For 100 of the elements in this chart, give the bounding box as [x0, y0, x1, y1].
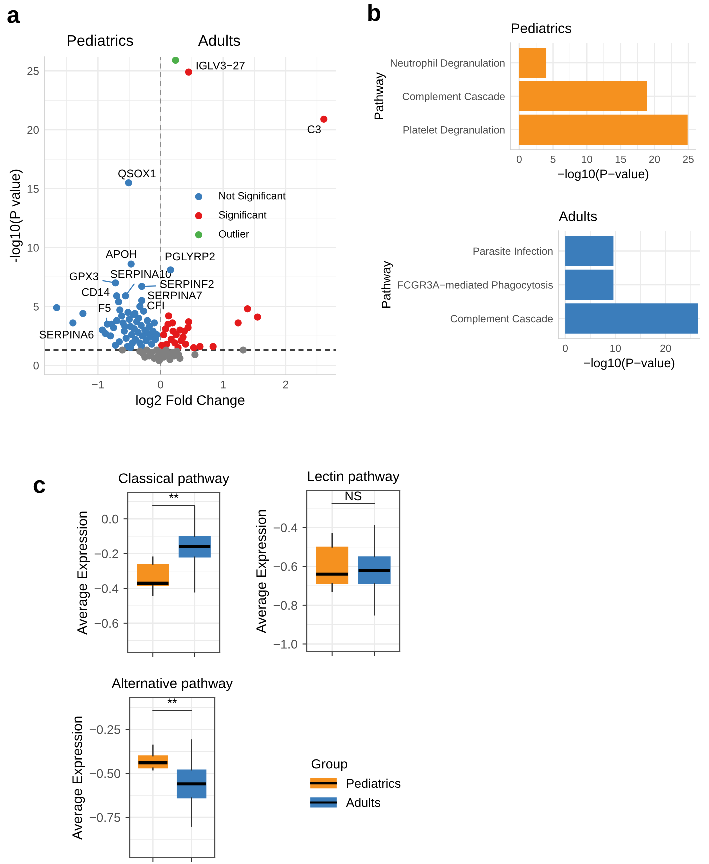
- y-tick-label: −0.4: [274, 524, 298, 533]
- y-tick-label: 25: [28, 67, 39, 76]
- legend-label: Outlier: [219, 230, 250, 238]
- text: b: [368, 4, 380, 22]
- y-tick-label: 0.0: [102, 514, 118, 524]
- text: Pediatrics: [68, 34, 134, 46]
- x-tick-label: 10: [582, 156, 592, 164]
- point: [165, 312, 172, 320]
- bar: [519, 114, 688, 145]
- y-tick-label: −0.75: [90, 813, 120, 822]
- x-axis-title: −log10(P−value): [558, 169, 649, 182]
- y-tick-label: Complement Cascade: [450, 314, 553, 325]
- x-axis-title: log2 Fold Change: [136, 395, 245, 408]
- point: [136, 303, 144, 310]
- x-tick-label: 10: [610, 344, 622, 352]
- y-axis-title: Average Expression: [256, 510, 270, 634]
- y-axis-title: Pathway: [382, 261, 394, 308]
- annotation: IGLV3−27: [196, 62, 245, 70]
- y-tick-label: Platelet Degranulation: [404, 126, 505, 136]
- chart-title: Classical pathway: [119, 473, 230, 486]
- annotation: F5: [99, 304, 111, 312]
- y-axis-title: Average Expression: [72, 716, 86, 840]
- point: [144, 317, 152, 324]
- chart-title: Lectin pathway: [308, 471, 400, 484]
- point: [178, 337, 185, 344]
- y-tick-label: 20: [28, 126, 40, 134]
- point: [119, 346, 126, 354]
- point: [150, 320, 158, 327]
- point: [118, 312, 126, 320]
- legend-label: Pediatrics: [347, 778, 401, 788]
- annotation: **: [169, 494, 179, 498]
- point: [135, 314, 142, 322]
- legend-label: Adults: [346, 798, 381, 808]
- y-tick-label: 10: [28, 244, 40, 252]
- annotation: NS: [346, 492, 362, 501]
- x-tick-label: 0: [516, 156, 522, 164]
- text: Adults: [198, 34, 240, 46]
- y-tick-label: 15: [28, 185, 39, 194]
- annotation: QSOX1: [118, 170, 156, 180]
- point: [234, 320, 242, 327]
- point: [148, 340, 156, 348]
- chart-title: Alternative pathway: [112, 678, 234, 692]
- point: [53, 304, 60, 312]
- legend-label: Not Significant: [220, 192, 286, 202]
- y-tick-label: FCGR3A−mediated Phagocytosis: [398, 281, 554, 291]
- text: c: [34, 480, 46, 494]
- x-tick-label: 1: [221, 380, 226, 389]
- point: [102, 330, 110, 338]
- annotation: SERPINA6: [40, 330, 94, 339]
- x-tick-label: 25: [683, 156, 694, 164]
- annotation: SERPINF2: [160, 280, 214, 288]
- point: [254, 314, 262, 321]
- bar: [519, 48, 547, 78]
- point: [138, 283, 146, 290]
- y-tick-label: 0: [34, 362, 40, 370]
- point: [158, 342, 166, 350]
- point: [244, 306, 252, 313]
- point: [240, 346, 247, 354]
- annotation: SERPINA7: [148, 292, 202, 300]
- point: [181, 328, 188, 335]
- y-tick-label: Complement Cascade: [402, 92, 505, 102]
- y-tick-label: −0.8: [274, 601, 298, 610]
- point: [115, 298, 122, 306]
- legend-title: Group: [312, 759, 348, 772]
- annotation: C3: [308, 126, 321, 134]
- point: [70, 320, 77, 327]
- point: [192, 351, 199, 359]
- point: [128, 260, 135, 268]
- y-axis-title: Average Expression: [77, 512, 90, 635]
- point: [116, 306, 124, 314]
- y-tick-label: −0.25: [90, 725, 120, 734]
- y-axis-title: Pathway: [374, 72, 386, 120]
- point: [164, 320, 172, 328]
- text: a: [8, 10, 20, 24]
- annotation: CD14: [82, 288, 110, 296]
- y-tick-label: −0.2: [94, 550, 118, 559]
- point: [185, 318, 192, 326]
- point: [170, 328, 177, 335]
- annotation: GPX3: [70, 272, 99, 281]
- point: [160, 331, 168, 338]
- point: [138, 322, 145, 330]
- point: [122, 323, 129, 330]
- point: [116, 338, 124, 346]
- point: [113, 317, 121, 324]
- x-axis-title: −log10(P−value): [584, 358, 675, 370]
- point: [126, 316, 134, 324]
- y-tick-label: 5: [34, 303, 39, 311]
- x-tick-label: 0: [563, 344, 568, 352]
- y-axis-title: -log10(P value): [10, 170, 23, 262]
- y-tick-label: −0.6: [274, 562, 298, 572]
- point: [80, 310, 87, 318]
- annotation: SERPINA10: [110, 270, 172, 278]
- x-tick-label: 20: [649, 156, 660, 164]
- point: [138, 297, 146, 304]
- point: [122, 292, 130, 300]
- point: [320, 116, 328, 123]
- point: [210, 343, 217, 350]
- point: [153, 331, 161, 338]
- x-tick-label: 2: [283, 380, 288, 389]
- legend-label: Significant: [219, 211, 267, 221]
